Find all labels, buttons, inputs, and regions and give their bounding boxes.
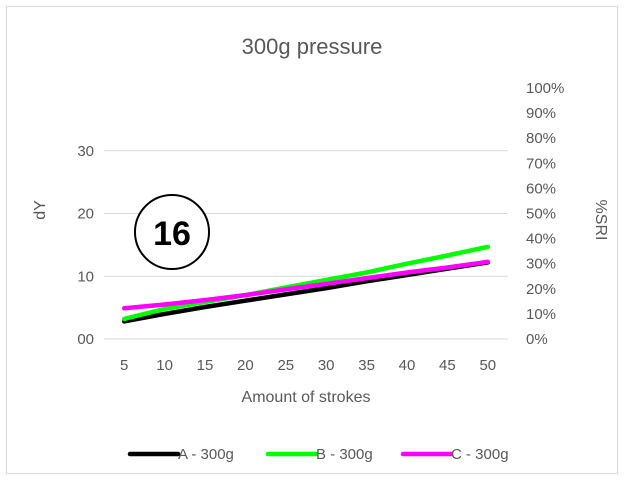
chart-title: 300g pressure <box>242 34 383 59</box>
secondary-y-tick-label: 20% <box>526 281 556 298</box>
secondary-y-tick-label: 60% <box>526 180 556 197</box>
secondary-y-tick-label: 50% <box>526 206 556 223</box>
legend-label-3: C - 300g <box>451 446 509 463</box>
x-tick-label: 35 <box>358 357 375 374</box>
annotation-badge: 16 <box>134 194 210 270</box>
x-tick-label: 10 <box>156 357 173 374</box>
legend-label-2: B - 300g <box>316 446 373 463</box>
chart-border <box>6 6 618 474</box>
secondary-y-tick-label: 100% <box>526 80 564 97</box>
x-tick-label: 5 <box>120 357 128 374</box>
secondary-y-tick-label: 70% <box>526 155 556 172</box>
y-tick-label: 00 <box>77 331 94 348</box>
secondary-y-tick-label: 40% <box>526 231 556 248</box>
legend-label-1: A - 300g <box>178 446 234 463</box>
x-tick-label: 20 <box>237 357 254 374</box>
x-tick-label: 30 <box>318 357 335 374</box>
annotation-label: 16 <box>153 215 191 253</box>
y-tick-label: 10 <box>77 268 94 285</box>
y-axis-title: dY <box>32 200 49 220</box>
y-axis-ticks: 00 10 20 30 <box>77 143 94 348</box>
x-axis-title: Amount of strokes <box>242 389 371 406</box>
series-lines <box>121 244 491 324</box>
y-tick-label: 30 <box>77 143 94 160</box>
secondary-y-tick-label: 80% <box>526 130 556 147</box>
x-tick-label: 15 <box>197 357 214 374</box>
x-axis-ticks: 5 10 15 20 25 30 35 40 45 50 <box>120 357 496 374</box>
x-tick-label: 50 <box>479 357 496 374</box>
secondary-y-tick-label: 30% <box>526 256 556 273</box>
series-line-3 <box>121 259 491 311</box>
x-tick-label: 45 <box>439 357 456 374</box>
series-line-2 <box>121 244 491 322</box>
legend: A - 300g B - 300g C - 300g <box>127 446 509 463</box>
x-tick-label: 40 <box>399 357 416 374</box>
secondary-y-tick-label: 90% <box>526 105 556 122</box>
secondary-y-axis-title: %SRI <box>592 200 609 241</box>
secondary-y-axis-ticks: 0% 10% 20% 30% 40% 50% 60% 70% 80% 90% 100% <box>526 80 564 348</box>
y-tick-label: 20 <box>77 206 94 223</box>
x-tick-label: 25 <box>277 357 294 374</box>
annotation-circle <box>134 194 210 270</box>
secondary-y-tick-label: 0% <box>526 331 548 348</box>
secondary-y-tick-label: 10% <box>526 306 556 323</box>
